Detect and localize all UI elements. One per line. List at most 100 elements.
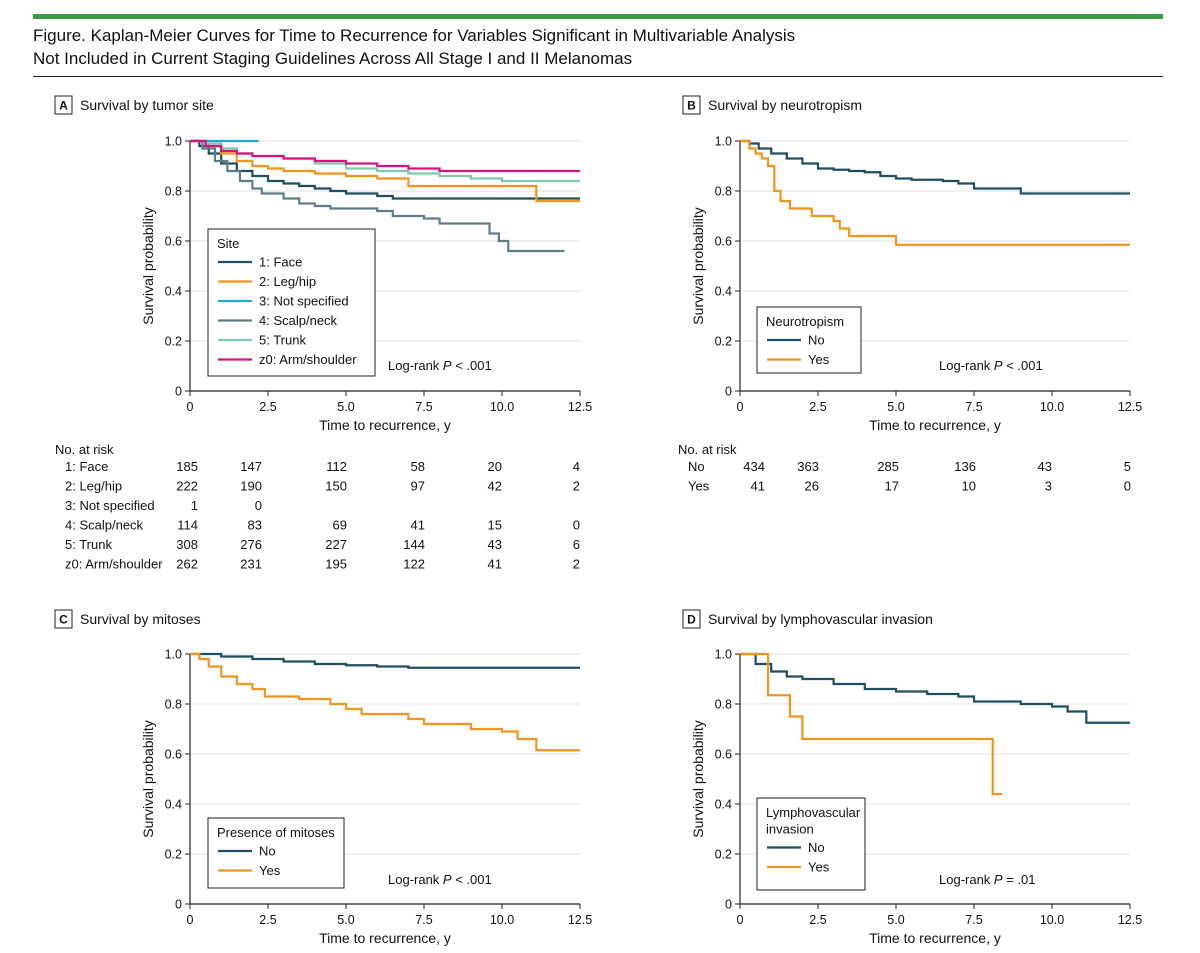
risk-value: 363 <box>797 459 819 474</box>
y-tick-label: 0.6 <box>165 748 182 762</box>
risk-value: 262 <box>176 557 198 572</box>
x-tick-label: 0 <box>187 913 194 927</box>
km-curve-yes <box>740 139 1130 246</box>
x-tick-label: 10.0 <box>1040 400 1064 414</box>
risk-value: 112 <box>326 459 347 474</box>
legend-entry: No <box>808 840 825 855</box>
legend-entry: Yes <box>259 863 281 878</box>
risk-value: 69 <box>333 518 347 533</box>
risk-value: 4 <box>573 459 580 474</box>
risk-row-label: 3: Not specified <box>65 498 155 513</box>
risk-value: 83 <box>248 518 262 533</box>
legend-entry: 3: Not specified <box>259 294 349 309</box>
x-tick-label: 0 <box>187 400 194 414</box>
risk-value: 10 <box>962 479 976 494</box>
panel-letter-box <box>54 609 73 629</box>
legend-title: invasion <box>766 822 814 837</box>
risk-value: 222 <box>176 479 198 494</box>
x-tick-label: 2.5 <box>259 913 276 927</box>
risk-value: 43 <box>488 537 502 552</box>
figure-title-line-2: Not Included in Current Staging Guidelin… <box>33 49 633 68</box>
risk-row-label: 1: Face <box>65 459 108 474</box>
x-axis-label: Time to recurrence, y <box>869 417 1001 433</box>
legend-box <box>207 817 345 889</box>
y-tick-label: 0.2 <box>165 848 182 862</box>
legend-box <box>207 228 376 377</box>
y-tick-label: 0.6 <box>715 748 732 762</box>
risk-value: 97 <box>411 479 425 494</box>
km-curve-z0-arm-shoulder <box>190 139 580 173</box>
y-axis-label: Survival probability <box>690 720 706 838</box>
km-curve-no <box>190 652 580 669</box>
risk-value: 434 <box>743 459 765 474</box>
risk-row-label: 4: Scalp/neck <box>65 518 144 533</box>
legend-box <box>756 797 866 891</box>
y-tick-label: 0.8 <box>165 185 182 199</box>
x-tick-label: 2.5 <box>259 400 276 414</box>
x-tick-label: 7.5 <box>415 400 432 414</box>
risk-row-label: Yes <box>688 479 710 494</box>
legend-entry: No <box>259 844 276 859</box>
x-tick-label: 0 <box>737 913 744 927</box>
panel-letter: B <box>687 99 696 113</box>
y-tick-label: 0.2 <box>165 335 182 349</box>
risk-value: 26 <box>805 479 819 494</box>
x-tick-label: 2.5 <box>809 400 826 414</box>
risk-value: 15 <box>488 518 502 533</box>
legend-entry: Yes <box>808 860 830 875</box>
km-curve-5-trunk <box>190 139 580 183</box>
risk-row-label: 2: Leg/hip <box>65 479 122 494</box>
x-tick-label: 5.0 <box>337 913 354 927</box>
panel-b: B Survival by neurotropism 0 0.2 0.4 0.6 0.8 1.… <box>678 95 1142 494</box>
panel-c: C Survival by mitoses 0 0.2 0.4 0.6 0.8 1.0 0 2.5… <box>54 609 592 946</box>
risk-value: 20 <box>488 459 502 474</box>
risk-row-label: 5: Trunk <box>65 537 112 552</box>
risk-value: 285 <box>877 459 899 474</box>
y-tick-label: 0.4 <box>165 798 182 812</box>
x-axis-label: Time to recurrence, y <box>869 930 1001 946</box>
x-tick-label: 10.0 <box>1040 913 1064 927</box>
risk-value: 42 <box>488 479 502 494</box>
y-tick-label: 0.4 <box>165 285 182 299</box>
y-tick-label: 0.4 <box>715 798 732 812</box>
panel-title: Survival by neurotropism <box>708 97 862 113</box>
x-tick-label: 0 <box>737 400 744 414</box>
x-tick-label: 5.0 <box>887 913 904 927</box>
legend-entry: 4: Scalp/neck <box>259 313 338 328</box>
risk-value: 6 <box>573 537 580 552</box>
km-curve-2-leg-hip <box>190 139 580 203</box>
risk-value: 190 <box>240 479 262 494</box>
panel-d: D Survival by lymphovascular invasion 0 0.2… <box>682 609 1142 946</box>
risk-value: 144 <box>403 537 425 552</box>
risk-value: 0 <box>573 518 580 533</box>
panel-title: Survival by tumor site <box>80 97 214 113</box>
risk-value: 136 <box>954 459 976 474</box>
risk-value: 43 <box>1038 459 1052 474</box>
km-curve-4-scalp-neck <box>190 139 565 253</box>
legend-title: Presence of mitoses <box>217 825 335 840</box>
log-rank-annotation: Log-rank P < .001 <box>388 358 492 373</box>
risk-table-header: No. at risk <box>55 442 114 457</box>
y-tick-label: 0.4 <box>715 285 732 299</box>
x-tick-label: 10.0 <box>490 913 514 927</box>
y-tick-label: 0 <box>725 385 732 399</box>
risk-value: 231 <box>240 557 262 572</box>
x-tick-label: 7.5 <box>965 913 982 927</box>
log-rank-annotation: Log-rank P = .01 <box>939 872 1035 887</box>
risk-value: 276 <box>240 537 262 552</box>
x-tick-label: 12.5 <box>568 400 592 414</box>
legend-entry: No <box>808 333 825 348</box>
panel-letter: C <box>59 613 68 627</box>
legend-entry: 5: Trunk <box>259 333 306 348</box>
legend-entry: 1: Face <box>259 255 302 270</box>
panel-letter-box <box>682 95 701 115</box>
km-curve-yes <box>190 652 580 752</box>
risk-value: 195 <box>325 557 347 572</box>
risk-value: 58 <box>411 459 425 474</box>
legend-title: Site <box>217 236 239 251</box>
risk-value: 2 <box>573 557 580 572</box>
panel-letter: A <box>59 99 68 113</box>
y-tick-label: 1.0 <box>165 648 182 662</box>
km-curve-1-face <box>190 139 580 200</box>
